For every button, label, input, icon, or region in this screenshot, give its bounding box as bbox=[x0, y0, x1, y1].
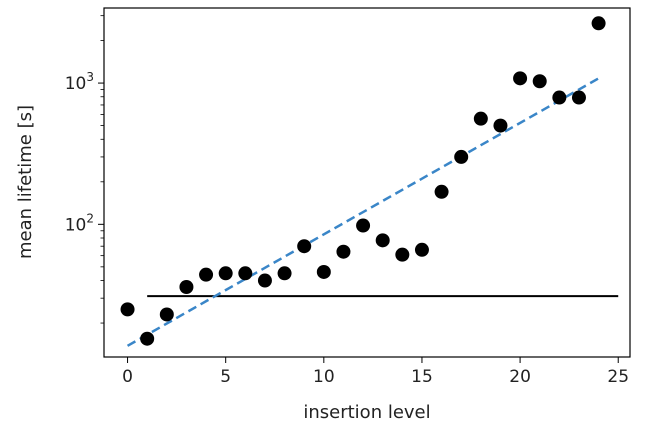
y-axis-ticks: 102 103 bbox=[65, 70, 104, 235]
data-point bbox=[532, 74, 547, 89]
x-axis-label: insertion level bbox=[303, 402, 430, 423]
data-point bbox=[159, 307, 174, 322]
data-point bbox=[179, 279, 194, 294]
data-point bbox=[336, 244, 351, 259]
data-point bbox=[513, 71, 528, 86]
data-point bbox=[493, 118, 508, 133]
y-tick-label: 103 bbox=[65, 70, 94, 94]
data-point bbox=[473, 111, 488, 126]
y-minor-ticks bbox=[100, 15, 104, 324]
y-axis-label: mean lifetime [s] bbox=[15, 105, 36, 259]
x-tick-label: 5 bbox=[220, 367, 231, 387]
series-layer bbox=[120, 16, 619, 347]
data-point bbox=[454, 149, 469, 164]
data-point bbox=[434, 184, 449, 199]
data-point bbox=[375, 233, 390, 248]
x-tick-label: 25 bbox=[607, 367, 629, 387]
data-point bbox=[257, 273, 272, 288]
data-point bbox=[297, 239, 312, 254]
data-point bbox=[277, 266, 292, 281]
data-point bbox=[591, 16, 606, 31]
x-tick-label: 20 bbox=[509, 367, 531, 387]
data-point bbox=[199, 267, 214, 282]
x-tick-label: 15 bbox=[411, 367, 433, 387]
data-point bbox=[552, 90, 567, 105]
data-point bbox=[316, 264, 331, 279]
y-tick-label: 102 bbox=[65, 211, 94, 235]
plot-frame bbox=[103, 7, 631, 358]
data-point bbox=[238, 266, 253, 281]
data-point bbox=[395, 247, 410, 262]
data-point bbox=[140, 331, 155, 346]
x-axis-ticks: 0 5 10 15 20 25 bbox=[122, 357, 629, 387]
x-tick-label: 10 bbox=[313, 367, 335, 387]
data-point bbox=[571, 90, 586, 105]
data-point bbox=[414, 242, 429, 257]
data-point bbox=[356, 218, 371, 233]
fit-line bbox=[126, 77, 600, 347]
x-tick-label: 0 bbox=[122, 367, 133, 387]
data-point bbox=[218, 266, 233, 281]
data-point bbox=[120, 302, 135, 317]
